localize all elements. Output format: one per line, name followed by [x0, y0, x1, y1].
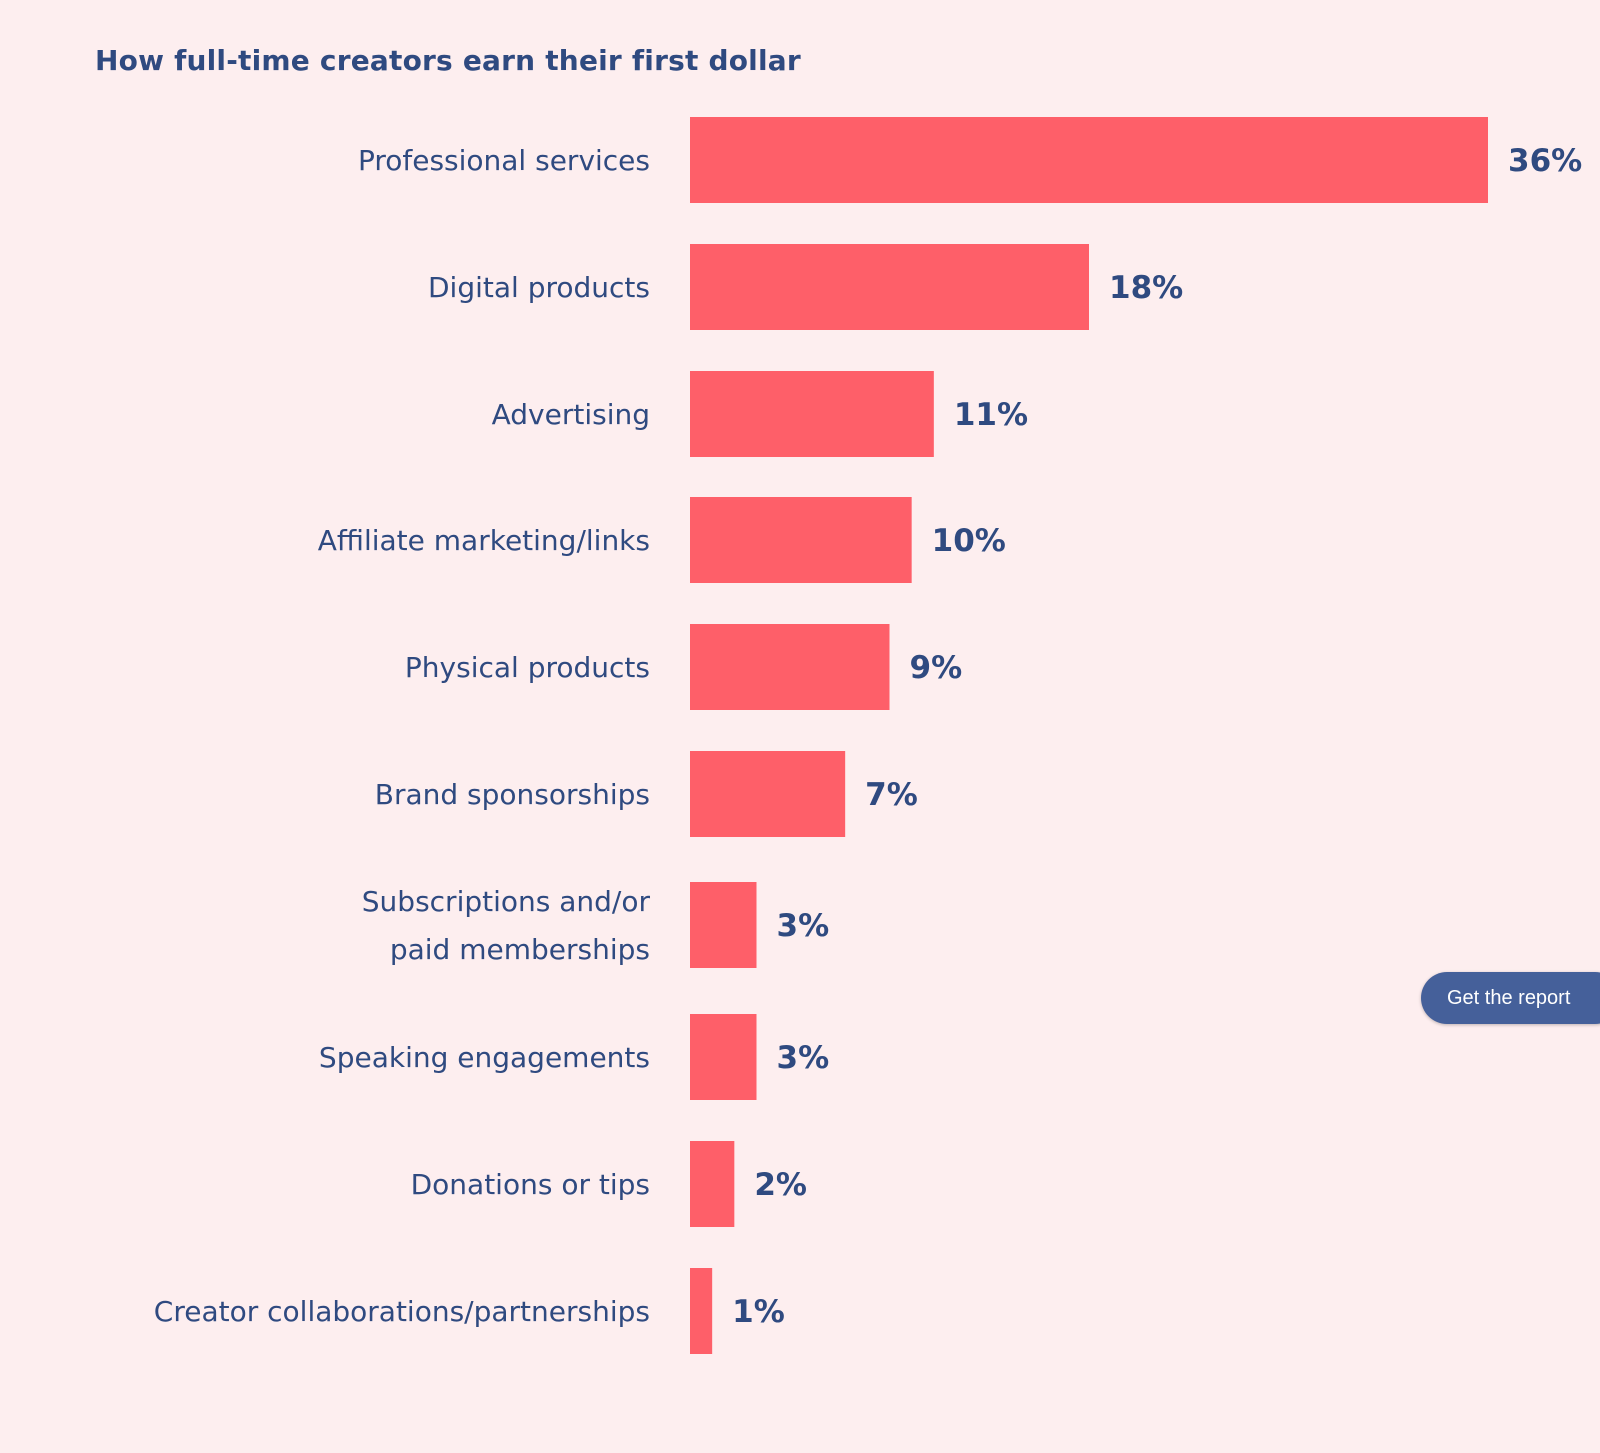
value-label: 1%	[732, 1294, 785, 1330]
bar-3	[690, 497, 912, 583]
value-label: 9%	[910, 650, 963, 686]
value-label: 3%	[777, 908, 830, 944]
chart-title: How full-time creators earn their first …	[95, 44, 801, 77]
bar-2	[690, 371, 934, 457]
category-label: paid memberships	[390, 933, 650, 966]
bar-9	[690, 1268, 713, 1354]
bar-5	[690, 751, 846, 837]
value-label: 36%	[1508, 143, 1582, 179]
bar-8	[690, 1141, 735, 1227]
bar-6	[690, 882, 757, 968]
get-report-button[interactable]: Get the report	[1421, 972, 1600, 1024]
value-label: 10%	[932, 523, 1006, 559]
bar-0	[690, 117, 1488, 203]
bar-1	[690, 244, 1089, 330]
value-label: 11%	[954, 397, 1028, 433]
value-label: 2%	[754, 1167, 807, 1203]
category-label: Creator collaborations/partnerships	[154, 1295, 650, 1328]
category-label: Brand sponsorships	[375, 778, 650, 811]
category-label: Subscriptions and/or	[362, 885, 651, 918]
category-label: Physical products	[405, 651, 650, 684]
category-label: Advertising	[492, 398, 650, 431]
value-label: 3%	[777, 1040, 830, 1076]
value-label: 18%	[1109, 270, 1183, 306]
value-label: 7%	[865, 777, 918, 813]
bar-4	[690, 624, 890, 710]
category-label: Affiliate marketing/links	[318, 524, 650, 557]
bar-7	[690, 1014, 757, 1100]
category-label: Digital products	[428, 271, 650, 304]
category-label: Speaking engagements	[319, 1041, 650, 1074]
category-label: Professional services	[358, 144, 650, 177]
category-label: Donations or tips	[411, 1168, 650, 1201]
